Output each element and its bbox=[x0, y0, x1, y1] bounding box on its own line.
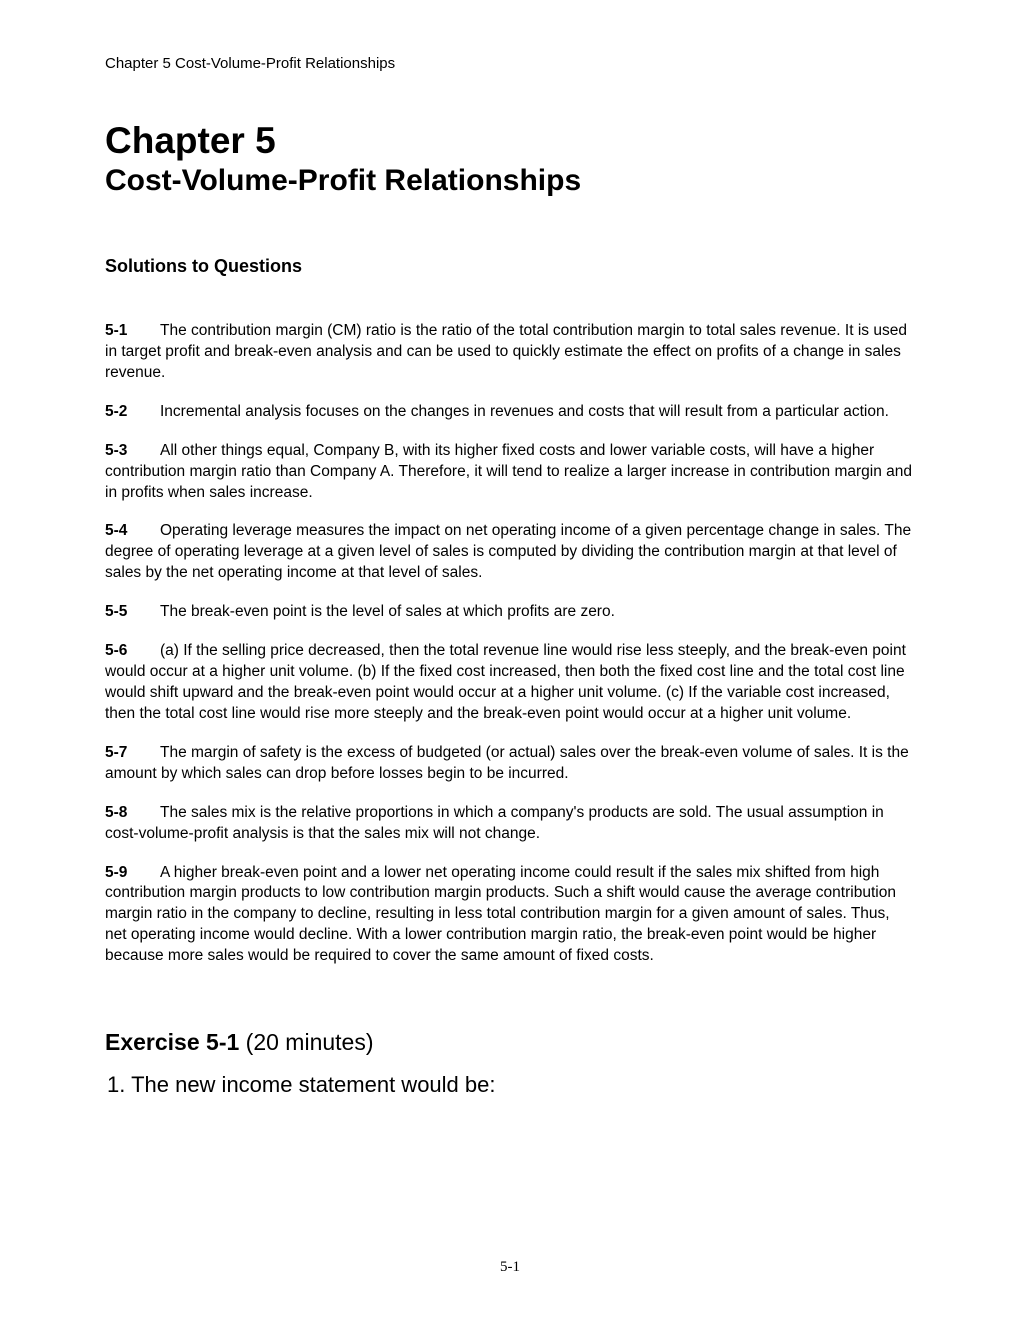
question-text: Operating leverage measures the impact o… bbox=[105, 522, 911, 581]
exercise-title: Exercise 5-1 bbox=[105, 1029, 239, 1055]
exercise-heading: Exercise 5-1 (20 minutes) bbox=[105, 1029, 915, 1056]
question-text: Incremental analysis focuses on the chan… bbox=[160, 403, 889, 420]
question-number: 5-7 bbox=[105, 743, 160, 764]
question-item: 5-1The contribution margin (CM) ratio is… bbox=[105, 321, 915, 384]
question-text: (a) If the selling price decreased, then… bbox=[105, 642, 906, 722]
question-number: 5-8 bbox=[105, 803, 160, 824]
question-item: 5-5The break-even point is the level of … bbox=[105, 602, 915, 623]
question-number: 5-6 bbox=[105, 641, 160, 662]
document-page: Chapter 5 Cost-Volume-Profit Relationshi… bbox=[0, 0, 1020, 1320]
question-item: 5-4Operating leverage measures the impac… bbox=[105, 521, 915, 584]
question-text: All other things equal, Company B, with … bbox=[105, 442, 912, 501]
solutions-heading: Solutions to Questions bbox=[105, 256, 915, 277]
question-number: 5-5 bbox=[105, 602, 160, 623]
question-item: 5-9A higher break-even point and a lower… bbox=[105, 863, 915, 968]
question-number: 5-9 bbox=[105, 863, 160, 884]
question-text: The sales mix is the relative proportion… bbox=[105, 804, 884, 842]
chapter-subtitle: Cost-Volume-Profit Relationships bbox=[105, 164, 915, 198]
question-text: The margin of safety is the excess of bu… bbox=[105, 744, 909, 782]
question-item: 5-7The margin of safety is the excess of… bbox=[105, 743, 915, 785]
question-number: 5-4 bbox=[105, 521, 160, 542]
exercise-duration: (20 minutes) bbox=[246, 1029, 374, 1055]
question-item: 5-8The sales mix is the relative proport… bbox=[105, 803, 915, 845]
question-text: The break-even point is the level of sal… bbox=[160, 603, 615, 620]
exercise-item: 1. The new income statement would be: bbox=[107, 1072, 915, 1098]
question-number: 5-2 bbox=[105, 402, 160, 423]
question-number: 5-3 bbox=[105, 441, 160, 462]
question-item: 5-2Incremental analysis focuses on the c… bbox=[105, 402, 915, 423]
question-item: 5-6(a) If the selling price decreased, t… bbox=[105, 641, 915, 725]
page-number: 5-1 bbox=[0, 1259, 1020, 1276]
question-number: 5-1 bbox=[105, 321, 160, 342]
question-text: A higher break-even point and a lower ne… bbox=[105, 864, 896, 965]
question-text: The contribution margin (CM) ratio is th… bbox=[105, 322, 907, 381]
question-item: 5-3All other things equal, Company B, wi… bbox=[105, 441, 915, 504]
chapter-title: Chapter 5 bbox=[105, 120, 915, 162]
page-header: Chapter 5 Cost-Volume-Profit Relationshi… bbox=[105, 55, 915, 72]
